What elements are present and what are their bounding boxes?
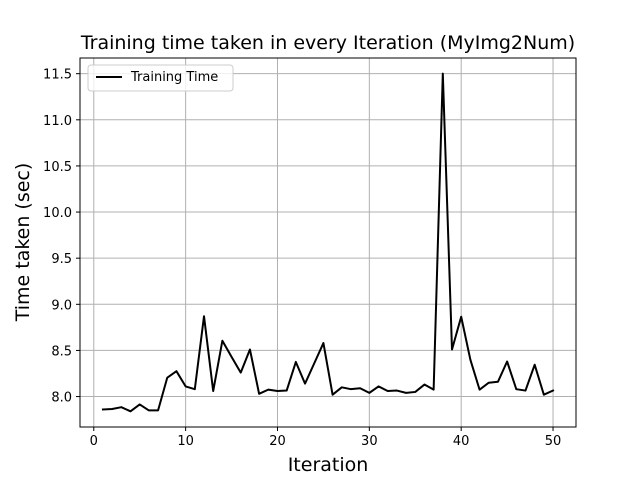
grid-lines (80, 58, 576, 427)
series-line-training-time (101, 72, 555, 413)
legend: Training Time (87, 64, 234, 92)
x-tick-label: 20 (269, 434, 286, 449)
x-tick-label: 30 (361, 434, 378, 449)
x-tick-label: 40 (453, 434, 470, 449)
axis-ticks: 0 10 20 30 40 50 8.0 8.5 9.0 9.5 10.0 10.5 11.0 11.5 (43, 68, 561, 449)
y-tick-label: 11.0 (43, 114, 72, 129)
y-tick-label: 8.0 (51, 391, 72, 406)
y-tick-label: 9.0 (51, 298, 72, 313)
legend-label-training-time: Training Time (130, 70, 218, 85)
x-axis-label: Iteration (288, 454, 369, 476)
x-tick-label: 50 (545, 434, 562, 449)
y-tick-label: 11.5 (43, 68, 72, 83)
series-layer (101, 72, 555, 413)
y-tick-label: 10.0 (43, 206, 72, 221)
y-tick-label: 9.5 (51, 252, 72, 267)
y-tick-label: 8.5 (51, 344, 72, 359)
y-tick-label: 10.5 (43, 160, 72, 175)
y-axis-label: Time taken (sec) (12, 163, 34, 323)
x-tick-label: 10 (177, 434, 194, 449)
x-tick-label: 0 (90, 434, 98, 449)
chart-title: Training time taken in every Iteration (… (80, 32, 575, 54)
plot-area-frame (79, 57, 577, 428)
legend-frame (87, 64, 234, 92)
